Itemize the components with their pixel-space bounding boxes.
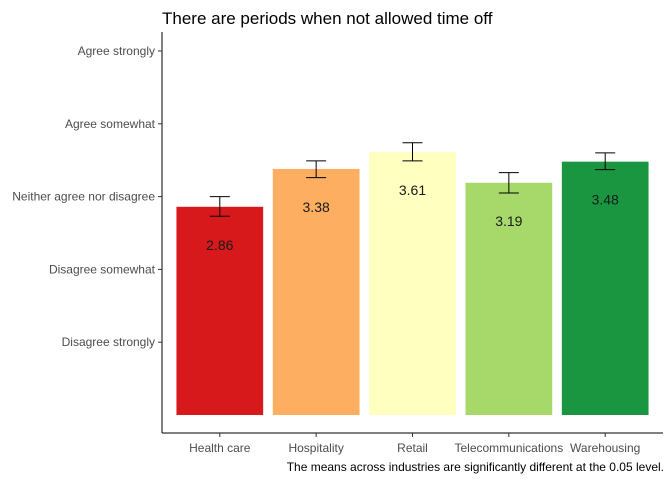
chart-title: There are periods when not allowed time … — [162, 9, 493, 28]
bar — [369, 152, 456, 415]
y-tick-label: Disagree somewhat — [49, 262, 156, 276]
bar — [561, 161, 649, 415]
x-axis: Health care Hospitality Retail Telecommunic… — [162, 432, 663, 455]
data-label: 3.19 — [495, 213, 522, 229]
data-label: 3.61 — [399, 182, 426, 198]
bars — [176, 152, 649, 415]
bar — [272, 168, 360, 415]
data-labels: 2.86 3.38 3.61 3.19 3.48 — [206, 182, 619, 253]
y-tick-label: Disagree strongly — [62, 335, 155, 349]
y-axis: Disagree strongly Disagree somewhat Neithe… — [12, 32, 163, 433]
data-label: 2.86 — [206, 237, 233, 253]
error-bars — [209, 142, 616, 217]
y-tick-label: Agree somewhat — [65, 117, 156, 131]
bar — [465, 182, 553, 415]
x-tick-label: Health care — [189, 441, 251, 455]
bar — [176, 206, 264, 415]
data-label: 3.38 — [303, 199, 330, 215]
data-label: 3.48 — [592, 192, 619, 208]
y-tick-label: Neither agree nor disagree — [12, 190, 155, 204]
x-tick-label: Retail — [397, 441, 428, 455]
x-tick-label: Hospitality — [288, 441, 343, 455]
chart-caption: The means across industries are signific… — [287, 460, 664, 474]
y-tick-label: Agree strongly — [78, 44, 155, 58]
x-tick-label: Warehousing — [570, 441, 640, 455]
x-tick-label: Telecommunications — [454, 441, 563, 455]
